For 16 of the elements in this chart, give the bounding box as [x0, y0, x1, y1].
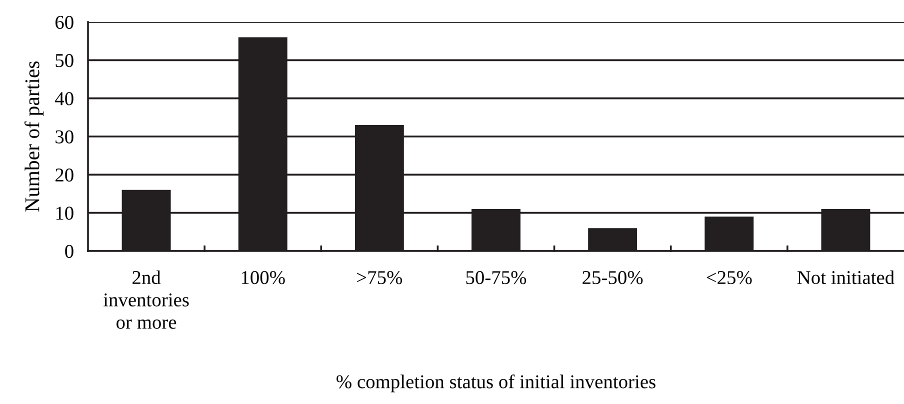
y-tick-label: 30	[56, 130, 74, 144]
x-tick-label: >75%	[357, 271, 402, 284]
x-axis-title: % completion status of initial inventories	[336, 374, 656, 392]
y-axis-title: Number of parties	[24, 61, 44, 212]
y-tick-label: 50	[56, 54, 74, 68]
y-tick-label: 0	[65, 244, 74, 258]
x-tick-label: 100%	[242, 271, 285, 284]
x-tick-label: Not initiated	[797, 270, 894, 284]
y-tick-label: 10	[56, 206, 74, 220]
x-tick-label: 25-50%	[582, 271, 643, 284]
y-tick-label: 20	[56, 168, 74, 182]
x-tick-label: 50-75%	[466, 271, 526, 284]
x-tick-label: 2nd inventories or more	[103, 270, 189, 329]
y-tick-label: 40	[55, 92, 74, 106]
x-tick-label: <25%	[706, 271, 752, 284]
y-tick-label: 60	[56, 16, 74, 29]
